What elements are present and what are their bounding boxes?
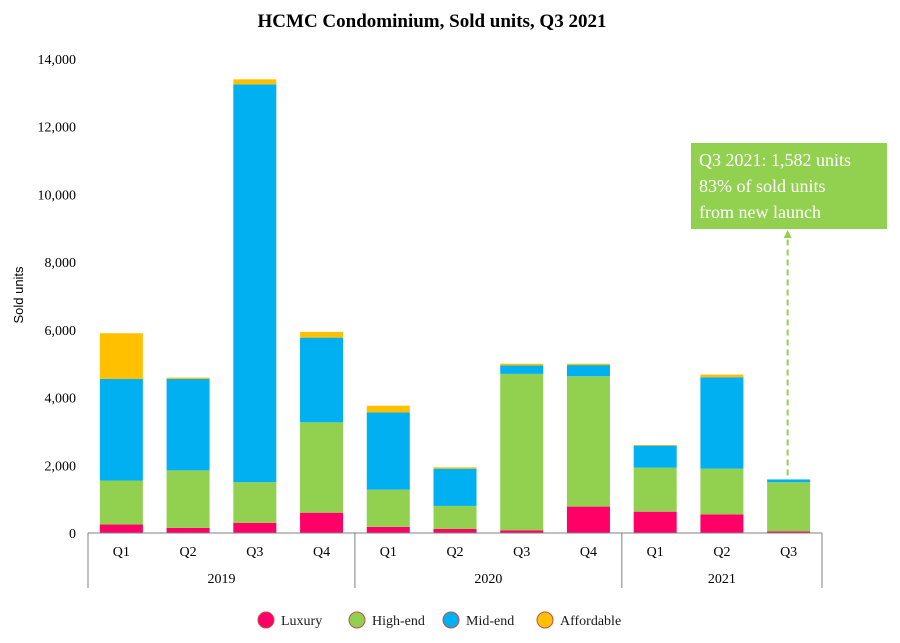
bar-luxury-10: [767, 531, 811, 533]
legend-label-high-end: High-end: [372, 614, 425, 629]
bars: [99, 79, 811, 533]
bar-mid-end-0: [99, 378, 143, 481]
bar-mid-end-8: [633, 445, 677, 468]
y-tick-label: 8,000: [45, 256, 77, 271]
bar-high-end-3: [300, 422, 344, 513]
annotation-text: from new launch: [699, 202, 821, 222]
bar-affordable-3: [300, 331, 344, 338]
bar-affordable-0: [99, 333, 143, 379]
bar-luxury-4: [366, 526, 410, 533]
bar-luxury-8: [633, 511, 677, 533]
bar-mid-end-9: [700, 377, 744, 469]
bar-luxury-2: [233, 522, 277, 533]
bar-affordable-7: [566, 363, 610, 366]
y-tick-label: 4,000: [45, 392, 77, 407]
legend-label-luxury: Luxury: [281, 614, 322, 629]
group-label: 2020: [474, 572, 502, 587]
bar-luxury-5: [433, 528, 477, 533]
bar-high-end-5: [433, 505, 477, 529]
bar-high-end-4: [366, 489, 410, 527]
x-tick-label: Q2: [713, 545, 730, 560]
bar-mid-end-5: [433, 468, 477, 506]
bar-mid-end-2: [233, 84, 277, 483]
bar-luxury-7: [566, 506, 610, 533]
legend: Luxury High-end Mid-end Affordable: [257, 611, 621, 629]
y-tick-label: 0: [69, 527, 76, 542]
y-ticks: 0 2,000 4,000 6,000 8,000 10,000 12,000 14,000: [38, 53, 77, 542]
x-tick-label: Q1: [647, 545, 664, 560]
bar-affordable-9: [700, 374, 744, 378]
bar-luxury-0: [99, 524, 143, 533]
bar-affordable-5: [433, 467, 477, 469]
bar-affordable-2: [233, 79, 277, 85]
bar-high-end-6: [500, 373, 544, 531]
x-tick-label: Q3: [513, 545, 530, 560]
bar-mid-end-4: [366, 412, 410, 490]
bar-high-end-7: [566, 376, 610, 507]
bar-high-end-10: [767, 482, 811, 532]
bar-affordable-6: [500, 363, 544, 366]
bar-mid-end-7: [566, 365, 610, 377]
bar-mid-end-6: [500, 365, 544, 374]
chart-title: HCMC Condominium, Sold units, Q3 2021: [258, 11, 607, 32]
x-tick-label: Q4: [313, 545, 330, 560]
bar-high-end-0: [99, 480, 143, 525]
annotation-arrowhead: [783, 230, 792, 238]
category-labels: Q1 Q2 Q3 Q4 Q1 Q2 Q3 Q4 Q1 Q2 Q3: [113, 545, 797, 560]
annotation-text: 83% of sold units: [699, 176, 826, 196]
y-axis-label: Sold units: [11, 266, 26, 324]
legend-label-affordable: Affordable: [560, 614, 621, 629]
group-label: 2021: [708, 572, 736, 587]
x-tick-label: Q1: [113, 545, 130, 560]
bar-luxury-9: [700, 514, 744, 533]
bar-affordable-8: [633, 444, 677, 446]
annotation: Q3 2021: 1,582 units 83% of sold units fro…: [691, 143, 887, 476]
bar-luxury-1: [166, 527, 210, 533]
bar-high-end-2: [233, 482, 277, 523]
bar-mid-end-1: [166, 378, 210, 471]
x-tick-label: Q2: [446, 545, 463, 560]
annotation-text: Q3 2021: 1,582 units: [699, 150, 851, 170]
bar-affordable-4: [366, 405, 410, 413]
year-labels: 2019 2020 2021: [207, 572, 735, 587]
y-tick-label: 2,000: [45, 459, 77, 474]
bar-high-end-9: [700, 468, 744, 515]
bar-affordable-1: [166, 377, 210, 379]
bar-high-end-1: [166, 470, 210, 528]
y-tick-label: 6,000: [45, 324, 77, 339]
x-tick-label: Q2: [180, 545, 197, 560]
legend-swatch-luxury: [257, 611, 275, 629]
group-label: 2019: [207, 572, 235, 587]
bar-mid-end-10: [767, 479, 811, 483]
y-tick-label: 12,000: [38, 121, 77, 136]
legend-swatch-high-end: [348, 611, 366, 629]
y-tick-label: 14,000: [38, 53, 77, 68]
legend-swatch-affordable: [536, 611, 554, 629]
legend-swatch-mid-end: [442, 611, 460, 629]
legend-label-mid-end: Mid-end: [466, 614, 514, 629]
y-tick-label: 10,000: [38, 188, 77, 203]
bar-luxury-3: [300, 512, 344, 533]
x-tick-label: Q3: [780, 545, 797, 560]
x-axis: [87, 532, 823, 588]
x-tick-label: Q1: [380, 545, 397, 560]
bar-luxury-6: [500, 530, 544, 533]
bar-high-end-8: [633, 467, 677, 512]
annotation-box: [691, 143, 887, 229]
x-tick-label: Q4: [580, 545, 597, 560]
x-tick-label: Q3: [246, 545, 263, 560]
bar-mid-end-3: [300, 337, 344, 423]
